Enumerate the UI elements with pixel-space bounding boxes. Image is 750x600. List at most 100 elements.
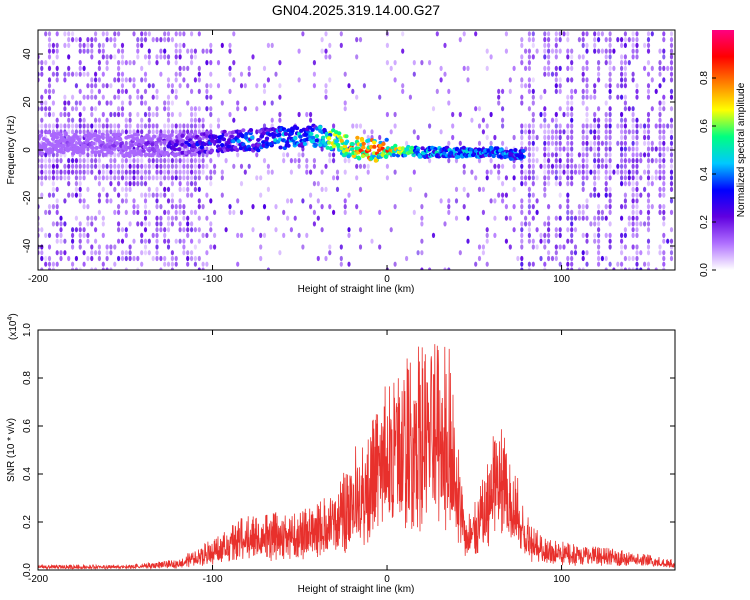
spectrogram-cell <box>570 163 574 169</box>
spectrogram-ridge-cell <box>169 133 174 138</box>
spectrogram-cell <box>547 65 551 71</box>
spectrogram-cell <box>159 48 163 54</box>
spectrogram-cell <box>512 65 516 71</box>
spectrogram-cell <box>90 250 94 256</box>
spectrogram-cell <box>266 169 270 175</box>
spectrogram-cell <box>627 175 631 181</box>
spectrogram-cell <box>405 140 409 146</box>
spectrogram-cell <box>543 192 547 198</box>
spectrogram-cell <box>635 261 639 267</box>
spectrogram-cell <box>608 48 612 54</box>
spectrogram-cell <box>117 60 121 66</box>
spectrogram-cell <box>597 123 601 129</box>
spectrogram-cell <box>147 117 151 123</box>
spectrogram-cell <box>147 192 151 198</box>
spectrogram-cell <box>163 227 167 233</box>
spectrogram-ridge-cell <box>261 131 267 136</box>
spectrogram-cell <box>543 129 547 135</box>
spectrogram-cell <box>239 163 244 169</box>
spectrogram-cell <box>669 198 674 204</box>
spectrogram-cell <box>566 198 570 204</box>
spectrogram-cell <box>155 232 159 238</box>
spectrogram-cell <box>97 88 101 94</box>
spectrogram-cell <box>604 100 608 106</box>
spectrogram-cell <box>90 77 94 83</box>
spectrogram-cell <box>597 65 601 71</box>
spectrogram-cell <box>143 181 148 187</box>
spectrogram-cell <box>316 255 320 262</box>
spectrogram-cell <box>420 267 424 270</box>
spectrogram-cell <box>477 244 482 250</box>
spectrogram-cell <box>669 37 674 43</box>
spectrogram-cell <box>643 129 647 135</box>
spectrogram-cell <box>78 65 82 71</box>
spectrogram-cell <box>531 88 535 94</box>
spectrogram-cell <box>585 111 589 118</box>
spectrogram-cell <box>193 123 197 129</box>
spectrogram-cell <box>658 146 662 152</box>
spectrogram-cell <box>163 48 167 54</box>
y-tick-label: 0.6 <box>22 419 33 433</box>
spectrogram-cell <box>527 48 532 54</box>
spectrogram-cell <box>524 175 528 181</box>
spectrogram-cell <box>220 100 224 106</box>
spectrogram-cell <box>547 60 551 66</box>
spectrogram-cell <box>128 244 132 250</box>
spectrogram-cell <box>339 42 343 49</box>
spectrogram-cell <box>143 37 148 43</box>
y-tick-label: 0.2 <box>22 515 33 529</box>
spectrogram-cell <box>105 37 109 43</box>
spectrogram-cell <box>213 163 217 169</box>
spectrogram-cell <box>535 158 539 164</box>
spectrogram-cell <box>570 181 574 187</box>
spectrogram-cell <box>597 244 601 250</box>
spectrogram-cell <box>47 163 52 169</box>
spectrogram-cell <box>132 175 136 181</box>
spectrogram-cell <box>535 209 539 215</box>
spectrogram-cell <box>458 37 462 43</box>
spectrogram-ridge <box>38 123 526 163</box>
spectrogram-cell <box>562 111 566 118</box>
spectrogram-cell <box>646 215 651 221</box>
spectrogram-cell <box>155 106 159 112</box>
spectrogram-cell <box>178 221 182 227</box>
spectrogram-cell <box>101 215 105 221</box>
spectrogram-cell <box>631 244 635 250</box>
spectrogram-cell <box>147 129 151 135</box>
spectrogram-cell <box>90 215 94 221</box>
spectrogram-ridge-cell <box>495 146 500 151</box>
spectrogram-cell <box>147 169 151 175</box>
spectrogram-cell <box>447 267 451 270</box>
spectrogram-cell <box>155 54 159 60</box>
spectrogram-cell <box>232 31 236 37</box>
spectrogram-cell <box>101 175 105 181</box>
spectrogram-cell <box>646 60 651 66</box>
spectrogram-cell <box>623 198 628 204</box>
spectrogram-cell <box>47 65 52 71</box>
spectrogram-cell <box>220 175 224 181</box>
spectrogram-cell <box>166 215 171 221</box>
spectrogram-cell <box>527 60 532 66</box>
spectrogram-cell <box>343 198 347 204</box>
spectrogram-cell <box>82 123 86 129</box>
spectrogram-cell <box>190 88 194 94</box>
spectrogram-cell <box>186 83 190 89</box>
spectrogram-cell <box>543 88 547 94</box>
spectrogram-cell <box>220 42 224 49</box>
spectrogram-cell <box>262 83 267 89</box>
spectrogram-cell <box>635 255 639 262</box>
spectrogram-cell <box>47 77 52 83</box>
spectrogram-cell <box>120 198 125 204</box>
spectrogram-cell <box>597 261 601 267</box>
spectrogram-cell <box>358 37 363 43</box>
spectrogram-cell <box>86 204 90 210</box>
spectrogram-cell <box>627 221 631 227</box>
spectrogram-cell <box>128 123 132 129</box>
spectrogram-cell <box>247 65 251 71</box>
spectrogram-cell <box>428 158 432 164</box>
spectrogram-cell <box>205 83 209 89</box>
spectrogram-cell <box>616 169 620 175</box>
spectrogram-cell <box>59 232 63 238</box>
spectrogram-cell <box>435 88 439 94</box>
spectrogram-cell <box>44 261 48 267</box>
